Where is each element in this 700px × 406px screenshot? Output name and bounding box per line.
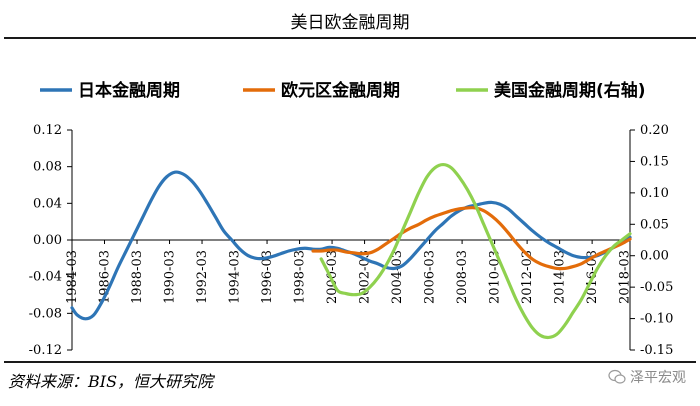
watermark: 泽平宏观	[608, 367, 686, 387]
x-tick-label: 1984-03	[65, 250, 80, 304]
right-tick-label: 0.20	[640, 123, 669, 138]
left-tick-label: 0.12	[33, 123, 62, 138]
legend-label: 日本金融周期	[78, 80, 180, 101]
legend-label: 欧元区金融周期	[281, 80, 400, 101]
right-tick-label: -0.15	[640, 343, 673, 358]
left-tick-label: -0.04	[29, 270, 62, 285]
footer-divider	[4, 361, 696, 363]
left-tick-label: 0.00	[33, 233, 62, 248]
left-tick-label: 0.04	[33, 196, 62, 211]
x-tick-label: 2010-03	[488, 250, 503, 304]
x-tick-label: 2004-03	[390, 250, 405, 304]
x-tick-label: 1988-03	[130, 250, 145, 304]
x-tick-label: 1998-03	[293, 250, 308, 304]
x-tick-label: 2006-03	[423, 250, 438, 304]
wechat-logo-icon	[608, 369, 626, 384]
x-tick-label: 2018-03	[618, 250, 633, 304]
x-tick-label: 2012-03	[520, 250, 535, 304]
x-tick-label: 2002-03	[358, 250, 373, 304]
legend-label: 美国金融周期(右轴)	[494, 80, 646, 101]
right-tick-label: 0.00	[640, 249, 669, 264]
series-lines	[70, 162, 632, 340]
x-tick-label: 1996-03	[260, 250, 275, 304]
watermark-text: 泽平宏观	[630, 370, 686, 386]
left-tick-label: -0.08	[29, 306, 62, 321]
x-tick-label: 1992-03	[195, 250, 210, 304]
x-tick-label: 2008-03	[455, 250, 470, 304]
us-cycle-line	[319, 162, 632, 340]
japan-cycle-line	[70, 170, 632, 321]
euro-cycle-line	[311, 206, 632, 271]
axes: 0.12 0.08 0.04 0.00 -0.04 -0.08 -0.12 0.20 0.15 0…	[29, 123, 674, 358]
legend: 日本金融周期 欧元区金融周期 美国金融周期(右轴)	[40, 80, 646, 101]
left-tick-label: 0.08	[33, 160, 62, 175]
x-tick-label: 1990-03	[163, 250, 178, 304]
title-divider	[4, 37, 696, 39]
x-tick-label: 2014-03	[553, 250, 568, 304]
chart-title: 美日欧金融周期	[290, 13, 410, 33]
right-tick-label: 0.10	[640, 186, 669, 201]
source-note: 资料来源：BIS，恒大研究院	[8, 372, 214, 391]
left-tick-label: -0.12	[29, 343, 62, 358]
right-tick-label: -0.10	[640, 312, 673, 327]
right-tick-label: 0.15	[640, 154, 669, 169]
right-tick-label: -0.05	[640, 280, 673, 295]
right-tick-label: 0.05	[640, 217, 669, 232]
x-tick-label: 1994-03	[228, 250, 243, 304]
x-tick-label: 2000-03	[325, 250, 340, 304]
